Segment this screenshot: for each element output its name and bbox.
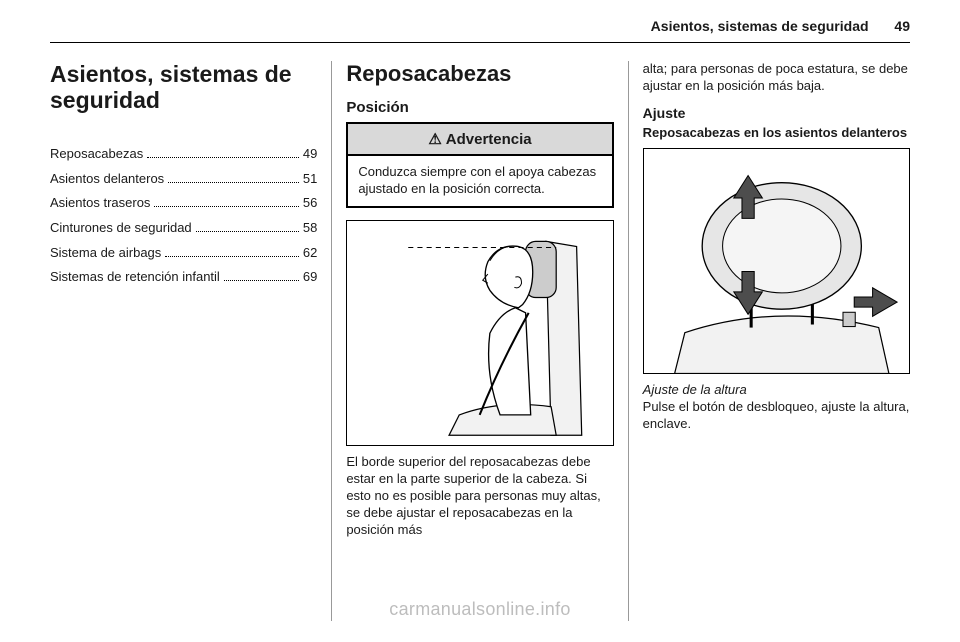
warning-text: Conduzca siempre con el apoya cabezas aj…: [348, 156, 611, 206]
toc-page: 58: [303, 216, 317, 241]
section-title: Reposacabezas: [346, 61, 613, 87]
toc-page: 69: [303, 265, 317, 290]
toc-label: Sistema de airbags: [50, 241, 161, 266]
toc-dots: [168, 172, 299, 182]
toc-row: Sistema de airbags 62: [50, 241, 317, 266]
warning-title: ⚠ Advertencia: [348, 124, 611, 156]
height-adjust-title: Ajuste de la altura: [643, 382, 910, 397]
toc-page: 49: [303, 142, 317, 167]
figure-headrest-adjust: [643, 148, 910, 375]
toc-dots: [147, 147, 299, 157]
toc-label: Reposacabezas: [50, 142, 143, 167]
height-adjust-text: Pulse el botón de desbloqueo, ajuste la …: [643, 399, 910, 433]
page-header: Asientos, sistemas de seguridad 49: [50, 18, 910, 43]
header-page-number: 49: [894, 18, 910, 34]
toc-page: 62: [303, 241, 317, 266]
adjust-title: Ajuste: [643, 105, 910, 121]
table-of-contents: Reposacabezas 49 Asientos delanteros 51 …: [50, 142, 317, 290]
warning-box: ⚠ Advertencia Conduzca siempre con el apo…: [346, 122, 613, 208]
adjust-intro: Reposacabezas en los asientos delanteros: [643, 125, 910, 142]
content-columns: Asientos, sistemas de seguridad Reposaca…: [50, 61, 910, 621]
toc-dots: [224, 271, 299, 281]
figure-headrest-position: [346, 220, 613, 447]
toc-row: Reposacabezas 49: [50, 142, 317, 167]
toc-page: 51: [303, 167, 317, 192]
headrest-profile-svg: [347, 221, 612, 446]
figure-caption: El borde superior del reposacabezas debe…: [346, 454, 613, 538]
chapter-title: Asientos, sistemas de seguridad: [50, 61, 317, 114]
toc-row: Asientos delanteros 51: [50, 167, 317, 192]
toc-row: Sistemas de retención infantil 69: [50, 265, 317, 290]
toc-label: Sistemas de retención infantil: [50, 265, 220, 290]
toc-label: Cinturones de seguridad: [50, 216, 192, 241]
toc-label: Asientos delanteros: [50, 167, 164, 192]
header-title: Asientos, sistemas de seguridad: [651, 18, 869, 34]
headrest-adjust-svg: [644, 149, 909, 374]
toc-row: Asientos traseros 56: [50, 191, 317, 216]
warning-label: Advertencia: [446, 131, 532, 148]
subsection-title: Posición: [346, 99, 613, 116]
toc-page: 56: [303, 191, 317, 216]
toc-row: Cinturones de seguridad 58: [50, 216, 317, 241]
toc-dots: [196, 222, 299, 232]
toc-dots: [154, 197, 298, 207]
column-3: alta; para personas de poca estatura, se…: [628, 61, 910, 621]
toc-label: Asientos traseros: [50, 191, 150, 216]
continuation-text: alta; para personas de poca estatura, se…: [643, 61, 910, 95]
toc-dots: [165, 246, 299, 256]
column-2: Reposacabezas Posición ⚠ Advertencia Cond…: [331, 61, 627, 621]
warning-icon: ⚠: [428, 131, 441, 148]
column-1: Asientos, sistemas de seguridad Reposaca…: [50, 61, 331, 621]
manual-page: Asientos, sistemas de seguridad 49 Asien…: [0, 0, 960, 642]
